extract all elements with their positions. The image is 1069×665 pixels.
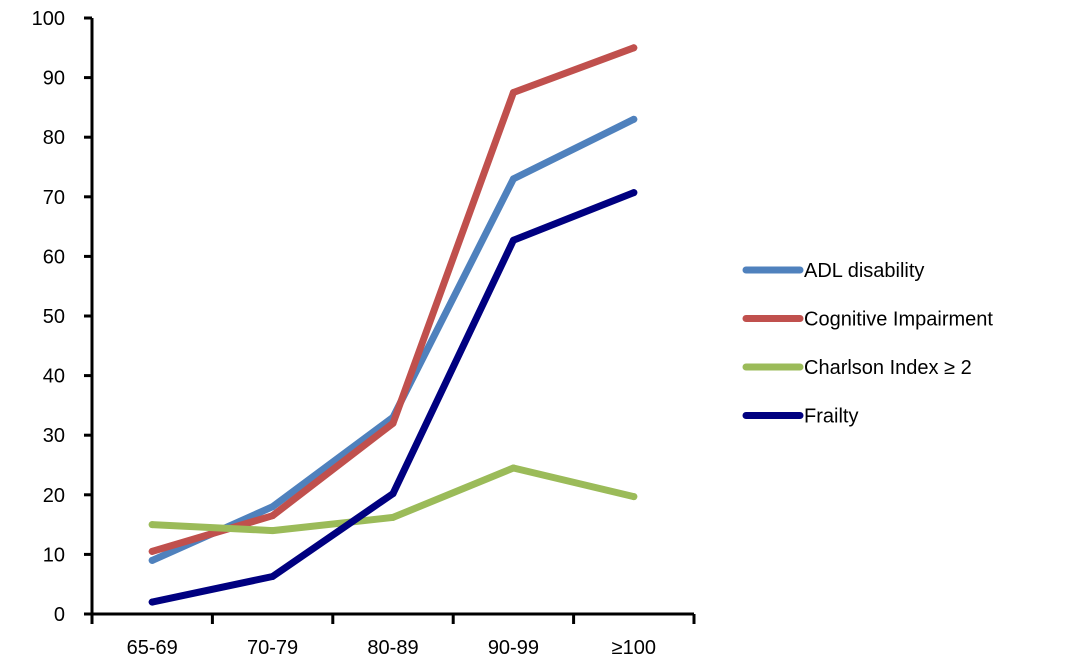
data-point [630, 189, 638, 197]
series-lines [148, 44, 638, 606]
y-tick-label: 70 [43, 187, 65, 209]
data-point [148, 598, 156, 606]
x-tick-label: 65-69 [127, 637, 178, 659]
data-point [509, 89, 517, 96]
y-tick-label: 80 [43, 127, 65, 149]
legend-item: Charlson Index ≥ 2 [742, 357, 972, 379]
data-point [630, 493, 638, 501]
x-tick-label: 90-99 [488, 637, 539, 659]
legend-item: Frailty [742, 406, 858, 428]
x-tick-label: 70-79 [247, 637, 298, 659]
data-point [630, 44, 638, 52]
data-point [269, 572, 277, 580]
y-tick-label: 10 [43, 544, 65, 566]
data-point [269, 512, 277, 520]
y-tick-label: 50 [43, 306, 65, 328]
data-point [509, 464, 517, 472]
x-tick-label: 80-89 [367, 637, 418, 659]
legend-label: Cognitive Impairment [804, 309, 993, 331]
series-line-4 [148, 189, 638, 606]
series-line-3 [148, 464, 638, 535]
data-point [389, 490, 397, 498]
legend-label: ADL disability [804, 260, 924, 282]
legend-label: Charlson Index ≥ 2 [804, 357, 972, 379]
legend: ADL disability Cognitive Impairment Charls… [742, 260, 993, 428]
data-point [509, 175, 517, 183]
legend-item: ADL disability [742, 260, 924, 282]
y-tick-label: 40 [43, 366, 65, 388]
y-tick-label: 90 [43, 68, 65, 90]
data-point [509, 236, 517, 244]
data-point [269, 503, 277, 511]
y-tick-label: 20 [43, 485, 65, 507]
legend-label: Frailty [804, 406, 858, 428]
y-tick-label: 0 [54, 604, 65, 626]
legend-item: Cognitive Impairment [742, 309, 993, 331]
y-tick-label: 60 [43, 246, 65, 268]
data-point [148, 556, 156, 564]
data-point [389, 513, 397, 521]
data-point [269, 527, 277, 535]
data-point [148, 521, 156, 529]
data-point [148, 547, 156, 555]
y-tick-label: 100 [32, 8, 65, 30]
data-point [389, 419, 397, 427]
data-point [630, 115, 638, 123]
x-tick-label: ≥100 [612, 637, 656, 659]
y-tick-label: 30 [43, 425, 65, 447]
axes: 0 10 20 30 40 50 60 70 80 90 100 65-69 70-79 80-89 90-… [32, 8, 696, 659]
